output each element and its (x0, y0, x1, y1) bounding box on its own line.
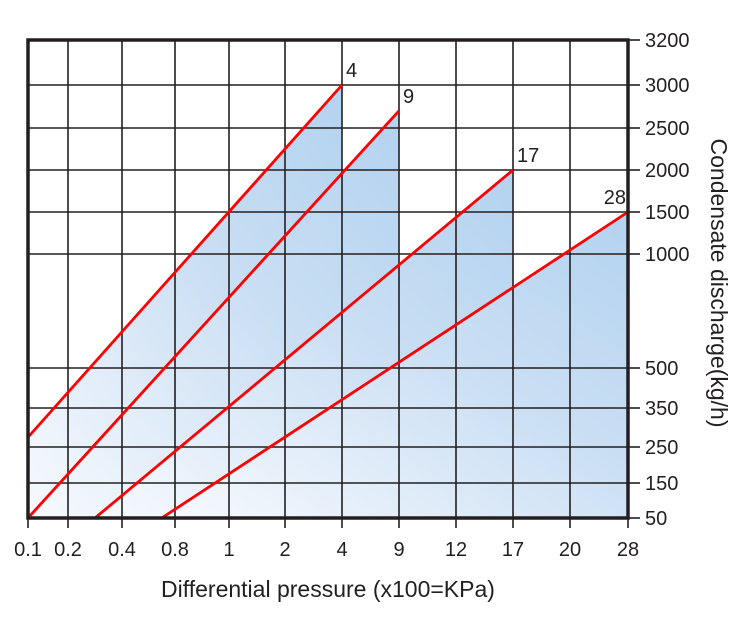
x-tick-label: 9 (393, 539, 404, 561)
y-tick-label: 250 (645, 437, 678, 459)
x-axis-label: Differential pressure (x100=KPa) (161, 576, 495, 602)
x-tick-label: 28 (617, 539, 639, 561)
y-tick-label: 1500 (645, 202, 690, 224)
x-axis-ticks: 0.1 0.2 0.4 0.8 1 2 4 9 12 17 20 28 (14, 518, 639, 561)
x-tick-label: 1 (223, 539, 234, 561)
x-tick-label: 0.2 (54, 539, 82, 561)
series-label-28: 28 (604, 187, 626, 209)
series-line-9 (26, 109, 401, 519)
x-tick-label: 20 (559, 539, 581, 561)
y-tick-label: 3200 (645, 30, 690, 52)
series-line-4 (26, 84, 344, 439)
series-label-4: 4 (346, 60, 357, 82)
series-label-17: 17 (517, 145, 539, 167)
plot-frame (26, 38, 630, 520)
x-tick-label: 0.1 (14, 539, 42, 561)
y-tick-label: 3000 (645, 75, 690, 97)
x-tick-label: 0.8 (161, 539, 189, 561)
x-tick-label: 2 (279, 539, 290, 561)
y-tick-label: 1000 (645, 244, 690, 266)
series-line-17 (94, 168, 514, 520)
y-tick-label: 2500 (645, 118, 690, 140)
series-lines (26, 84, 629, 520)
y-axis-ticks: 50 150 250 350 500 1000 1500 2000 2500 3000 3200 (628, 30, 690, 530)
y-tick-label: 150 (645, 473, 678, 495)
y-tick-label: 350 (645, 398, 678, 420)
series-line-28 (160, 210, 629, 520)
plot-border (26, 38, 630, 520)
x-tick-label: 4 (336, 539, 347, 561)
y-tick-label: 500 (645, 358, 678, 380)
y-axis-label: Condensate discharge(kg/h) (706, 139, 732, 428)
series-label-9: 9 (403, 86, 414, 108)
y-tick-label: 2000 (645, 160, 690, 182)
x-tick-label: 0.4 (108, 539, 136, 561)
y-tick-label: 50 (645, 508, 667, 530)
series-labels: 4 9 17 28 (346, 60, 626, 209)
x-tick-label: 17 (502, 539, 524, 561)
x-tick-label: 12 (445, 539, 467, 561)
